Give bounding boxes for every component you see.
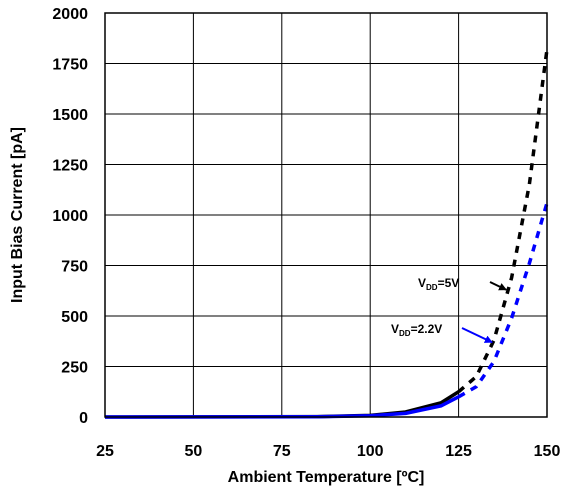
annotation-label: VDD=2.2V (391, 322, 442, 338)
y-axis-title: Input Bias Current [pA] (9, 127, 26, 303)
annotation-label: VDD=5V (418, 276, 459, 292)
plot-frame (104, 12, 548, 418)
annotation-arrow (489, 281, 508, 291)
y-tick-label: 1000 (52, 208, 88, 225)
y-tick-label: 1750 (52, 57, 88, 74)
y-tick-label: 0 (79, 410, 88, 427)
y-tick-label: 250 (61, 360, 88, 377)
y-tick-label: 2000 (52, 6, 88, 23)
series-0-extrapolated-line (457, 49, 549, 394)
x-tick-label: 100 (357, 443, 384, 460)
y-tick-label: 1500 (52, 107, 88, 124)
y-tick-label: 1250 (52, 158, 88, 175)
x-tick-label: 125 (445, 443, 472, 460)
x-tick-labels: 25 50 75 100 125 150 (96, 443, 560, 460)
series-1-extrapolated-line (457, 202, 549, 399)
annotation-arrow (461, 327, 493, 344)
annotation-1: VDD=2.2V (391, 322, 493, 344)
series-lines (104, 49, 549, 419)
y-tick-label: 500 (61, 309, 88, 326)
x-tick-label: 75 (273, 443, 291, 460)
x-tick-label: 25 (96, 443, 114, 460)
grid (104, 12, 548, 418)
annotation-0: VDD=5V (418, 276, 508, 292)
x-tick-label: 150 (534, 443, 561, 460)
annotations: VDD=5V VDD=2.2V (391, 276, 508, 344)
y-tick-label: 750 (61, 259, 88, 276)
x-tick-label: 50 (185, 443, 203, 460)
y-tick-labels: 0 250 500 750 1000 1250 1500 1750 2000 (52, 6, 88, 427)
x-axis-title: Ambient Temperature [ºC] (228, 469, 425, 486)
